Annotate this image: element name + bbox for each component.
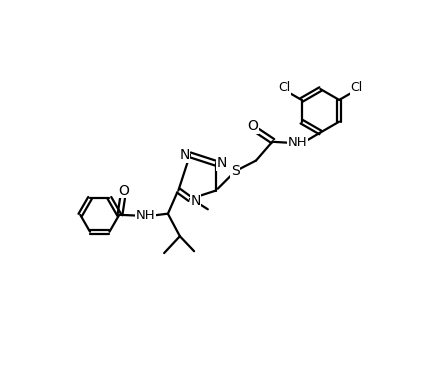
Text: O: O <box>118 184 129 198</box>
Text: Cl: Cl <box>351 81 363 94</box>
Text: N: N <box>179 148 190 162</box>
Text: NH: NH <box>287 136 307 149</box>
Text: N: N <box>217 156 227 170</box>
Text: N: N <box>190 194 201 208</box>
Text: S: S <box>231 164 240 178</box>
Text: NH: NH <box>136 209 155 222</box>
Text: Cl: Cl <box>278 81 290 94</box>
Text: O: O <box>247 119 259 133</box>
